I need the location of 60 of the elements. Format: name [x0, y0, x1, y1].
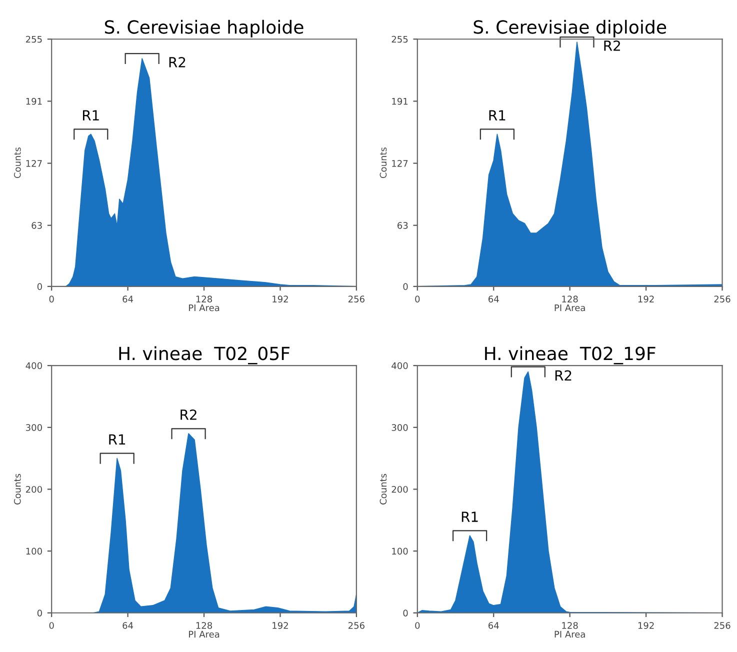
annotation: R2	[555, 370, 572, 381]
annotation: R1	[109, 434, 126, 445]
y-tick-label: 127	[392, 160, 408, 167]
x-tick-label: 64	[488, 296, 499, 302]
x-tick-label: 0	[415, 296, 420, 302]
x-tick-label: 192	[638, 622, 654, 629]
x-tick-label: 128	[562, 296, 578, 302]
y-axis-title: Counts	[380, 147, 387, 178]
x-tick-label: 0	[49, 296, 54, 302]
chart-title: H. vineae T02_05F	[119, 346, 290, 364]
y-tick-label: 255	[26, 36, 42, 43]
y-tick-label: 191	[26, 98, 42, 105]
x-tick-label: 256	[348, 296, 364, 302]
x-axis-title: PI Area	[554, 630, 585, 638]
y-tick-label: 63	[32, 222, 42, 229]
y-tick-label: 0	[37, 610, 42, 616]
y-tick-label: 127	[26, 160, 42, 167]
x-tick-label: 128	[196, 622, 212, 629]
y-axis-title: Counts	[14, 147, 21, 178]
x-tick-label: 192	[272, 622, 288, 629]
annotation: R2	[169, 56, 186, 68]
y-tick-label: 200	[392, 486, 408, 493]
annotation: R1	[462, 512, 478, 522]
chart-title: S. Cerevisiae haploide	[104, 20, 304, 38]
y-axis-title: Counts	[380, 474, 387, 504]
annotation: R1	[489, 110, 506, 120]
y-tick-label: 63	[398, 222, 408, 229]
y-tick-label: 100	[392, 548, 408, 555]
x-tick-label: 256	[714, 622, 730, 629]
y-tick-label: 0	[37, 283, 42, 290]
annotation: R1	[83, 110, 99, 120]
x-tick-label: 192	[638, 296, 654, 302]
x-tick-label: 64	[488, 622, 499, 629]
y-tick-label: 0	[403, 610, 408, 616]
x-tick-label: 128	[196, 296, 212, 302]
x-axis-title: PI Area	[189, 630, 220, 638]
y-tick-label: 400	[26, 362, 42, 370]
y-tick-label: 400	[392, 362, 408, 370]
y-axis-title: Counts	[14, 474, 21, 504]
x-tick-label: 0	[49, 622, 54, 629]
y-tick-label: 191	[392, 98, 408, 105]
annotation: R2	[180, 410, 196, 420]
x-tick-label: 64	[122, 296, 134, 302]
chart-title: H. vineae T02_19F	[485, 346, 656, 364]
x-axis-title: PI Area	[189, 304, 220, 312]
chart-title: S. Cerevisiae diploide	[474, 20, 666, 38]
x-tick-label: 192	[272, 296, 288, 302]
y-tick-label: 100	[26, 548, 42, 555]
y-tick-label: 0	[403, 283, 408, 290]
x-tick-label: 0	[415, 622, 420, 629]
y-tick-label: 200	[26, 486, 42, 493]
y-tick-label: 300	[392, 424, 408, 431]
y-tick-label: 300	[26, 424, 42, 431]
x-tick-label: 128	[562, 622, 578, 629]
x-tick-label: 64	[122, 622, 134, 629]
x-axis-title: PI Area	[554, 304, 585, 312]
y-tick-label: 255	[392, 36, 408, 43]
annotation: R2	[604, 40, 620, 51]
x-tick-label: 256	[714, 296, 730, 302]
x-tick-label: 256	[348, 622, 364, 629]
